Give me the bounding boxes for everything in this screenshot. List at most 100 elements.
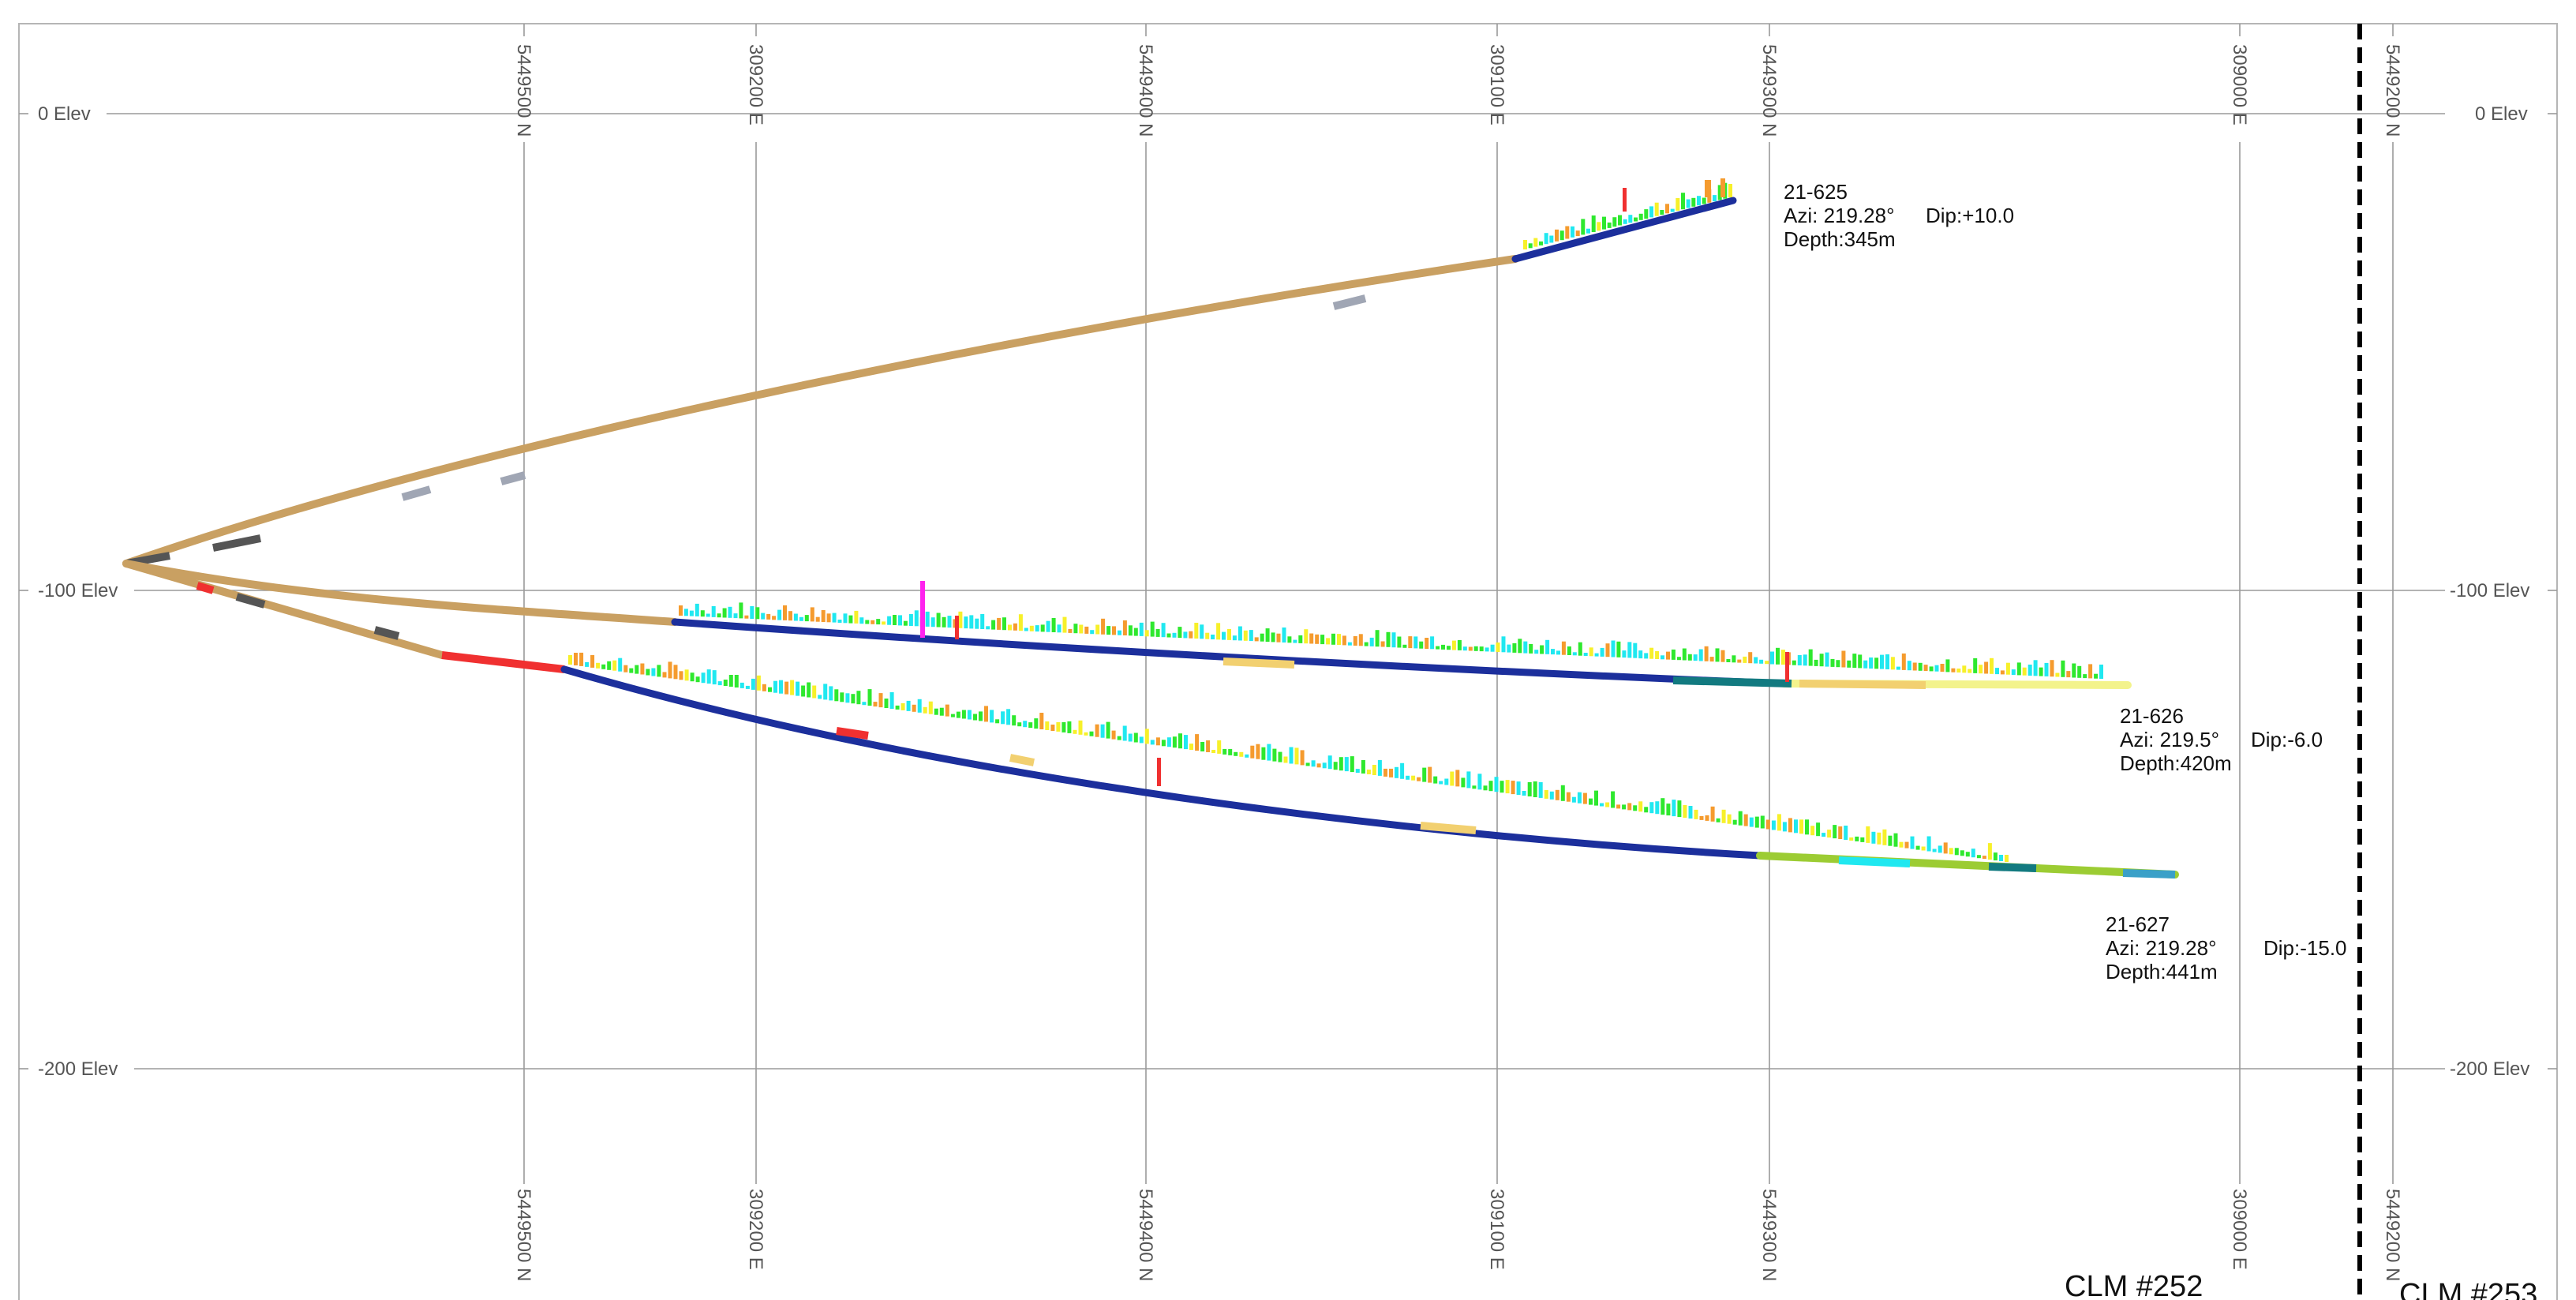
assay-bar xyxy=(1600,647,1604,657)
assay-bar xyxy=(1605,802,1610,807)
assay-bar xyxy=(1627,642,1632,658)
assay-bar xyxy=(1559,230,1564,241)
assay-bar xyxy=(1389,768,1393,777)
assay-bar xyxy=(908,614,913,626)
assay-bar xyxy=(1457,639,1462,650)
assay-bar xyxy=(1358,634,1363,646)
coord-label-bottom-309200e: 309200 E xyxy=(745,1189,766,1270)
assay-bar xyxy=(1178,627,1182,639)
assay-bar xyxy=(1078,720,1083,735)
assay-bar xyxy=(1816,822,1821,837)
assay-bar xyxy=(1095,724,1099,737)
assay-bar xyxy=(1183,631,1188,639)
assay-bar xyxy=(1556,650,1560,655)
assay-bar xyxy=(903,620,908,626)
assay-bar xyxy=(1622,804,1627,810)
assay-bar xyxy=(1056,721,1061,732)
assay-bar xyxy=(923,706,927,714)
assay-bar xyxy=(942,616,946,628)
assay-bar xyxy=(1419,641,1424,649)
assay-bar xyxy=(912,704,916,712)
hole-id: 21-625 xyxy=(1784,180,1848,204)
assay-bar xyxy=(1771,820,1776,830)
assay-bar xyxy=(882,621,886,625)
assay-bar xyxy=(799,616,803,621)
assay-bar xyxy=(1222,748,1227,755)
assay-bar xyxy=(1333,762,1338,770)
assay-bar xyxy=(1397,636,1402,648)
assay-bar xyxy=(1364,642,1368,646)
assay-bar xyxy=(1638,650,1643,659)
assay-bar xyxy=(612,660,617,671)
hole-dip: Dip:-15.0 xyxy=(2263,936,2347,960)
assay-bar xyxy=(712,670,717,685)
assay-bar xyxy=(1254,637,1259,642)
assay-bar xyxy=(1932,849,1937,852)
assay-bar xyxy=(773,680,777,693)
assay-bar xyxy=(1488,781,1493,792)
assay-bar xyxy=(1594,790,1598,806)
assay-bar xyxy=(1139,622,1144,636)
assay-bar xyxy=(1150,621,1155,637)
assay-bar xyxy=(2050,660,2054,677)
assay-bar xyxy=(1943,842,1948,854)
assay-bar xyxy=(1971,849,1975,858)
assay-bar xyxy=(1533,781,1537,797)
coord-label-top-309200e: 309200 E xyxy=(745,44,766,126)
assay-bar xyxy=(1012,715,1017,726)
assay-bar xyxy=(1411,775,1416,781)
assay-bar xyxy=(1455,770,1460,787)
assay-bar xyxy=(1799,819,1803,834)
assay-bar xyxy=(1250,745,1255,759)
assay-bar xyxy=(2016,662,2021,676)
assay-bar xyxy=(801,685,806,697)
assay-bar xyxy=(1926,836,1931,852)
assay-bar xyxy=(1261,747,1266,760)
assay-bar xyxy=(1912,662,1917,671)
assay-bar xyxy=(843,613,848,624)
assay-bar xyxy=(1591,215,1596,232)
assay-bar xyxy=(1544,789,1548,799)
hole-21-627-trace-core xyxy=(560,665,1764,860)
assay-bar xyxy=(997,617,1002,630)
assay-bar xyxy=(1623,188,1627,212)
elevation-label-200-right: -200 Elev xyxy=(2450,1058,2529,1080)
assay-bar xyxy=(1260,633,1264,642)
assay-bar xyxy=(1687,654,1692,661)
assay-bar xyxy=(1571,226,1574,238)
assay-bar xyxy=(1477,774,1482,790)
coord-label-top-5449500n: 5449500 N xyxy=(513,44,534,137)
assay-bar xyxy=(1256,744,1260,759)
assay-bar xyxy=(840,692,844,702)
assay-bar xyxy=(1705,180,1711,197)
assay-bar xyxy=(1217,740,1222,754)
assay-bar xyxy=(623,665,628,672)
assay-bar xyxy=(1951,668,1956,672)
assay-bar xyxy=(1466,771,1471,789)
hole-21-625-trace-core xyxy=(1511,197,1737,263)
assay-bar xyxy=(1968,669,1972,673)
assay-bar xyxy=(1720,178,1725,197)
assay-bar xyxy=(1782,822,1787,832)
assay-bar xyxy=(947,616,952,628)
assay-bar xyxy=(867,689,872,706)
assay-bar xyxy=(1355,769,1360,774)
assay-bar xyxy=(646,669,650,676)
assay-bar xyxy=(1278,751,1282,762)
assay-histogram-21-626 xyxy=(679,581,2103,682)
assay-bar xyxy=(1222,631,1226,640)
assay-bar xyxy=(1907,661,1911,671)
assay-bar xyxy=(1976,855,1981,859)
assay-bar xyxy=(1877,832,1881,845)
assay-bar xyxy=(973,714,977,721)
assay-bar xyxy=(1748,652,1753,664)
assay-bar xyxy=(1111,730,1116,740)
assay-bar xyxy=(1934,665,1939,672)
assay-bar xyxy=(1836,660,1840,668)
hole-label-21-627: 21-627 Azi: 219.28° Dip:-15.0 Depth:441m xyxy=(2106,912,2347,983)
assay-bar xyxy=(1128,733,1133,742)
assay-bar xyxy=(1444,778,1449,785)
assay-bar xyxy=(717,613,721,618)
assay-bar xyxy=(873,702,878,707)
